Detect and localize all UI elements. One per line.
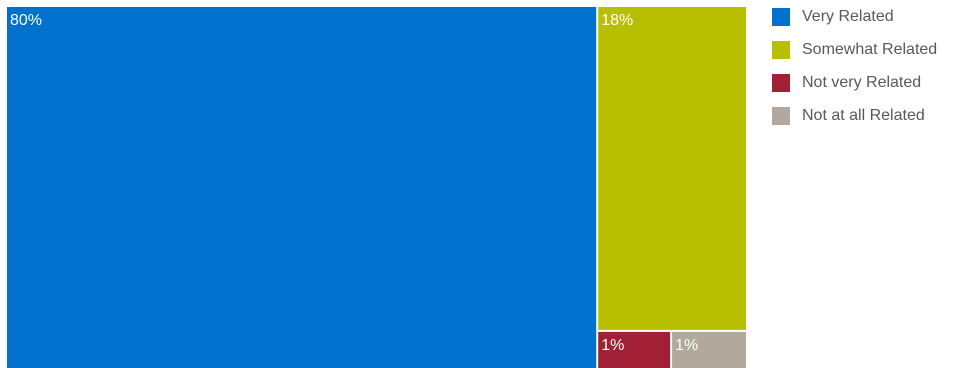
data-label-not-at-all-related: 1% [675,337,698,354]
legend: Very Related Somewhat Related Not very R… [772,6,937,138]
legend-label-very-related: Very Related [802,8,894,25]
legend-swatch-very-related [772,8,790,26]
legend-label-not-at-all-related: Not at all Related [802,107,925,124]
treemap-cell-very-related [7,7,597,368]
legend-swatch-not-at-all-related [772,107,790,125]
treemap-chart: 80% 18% 1% 1% [7,7,746,368]
legend-item-somewhat-related: Somewhat Related [772,39,937,61]
treemap-cell-not-at-all-related [672,331,746,368]
data-label-very-related: 80% [10,12,42,29]
legend-label-not-very-related: Not very Related [802,74,922,91]
legend-item-very-related: Very Related [772,6,937,28]
data-label-somewhat-related: 18% [601,12,633,29]
legend-swatch-somewhat-related [772,41,790,59]
legend-label-somewhat-related: Somewhat Related [802,41,938,58]
data-label-not-very-related: 1% [601,337,624,354]
legend-swatch-not-very-related [772,74,790,92]
legend-item-not-very-related: Not very Related [772,72,937,94]
treemap-cell-not-very-related [598,331,671,368]
treemap-cell-somewhat-related [598,7,746,330]
legend-item-not-at-all-related: Not at all Related [772,105,937,127]
